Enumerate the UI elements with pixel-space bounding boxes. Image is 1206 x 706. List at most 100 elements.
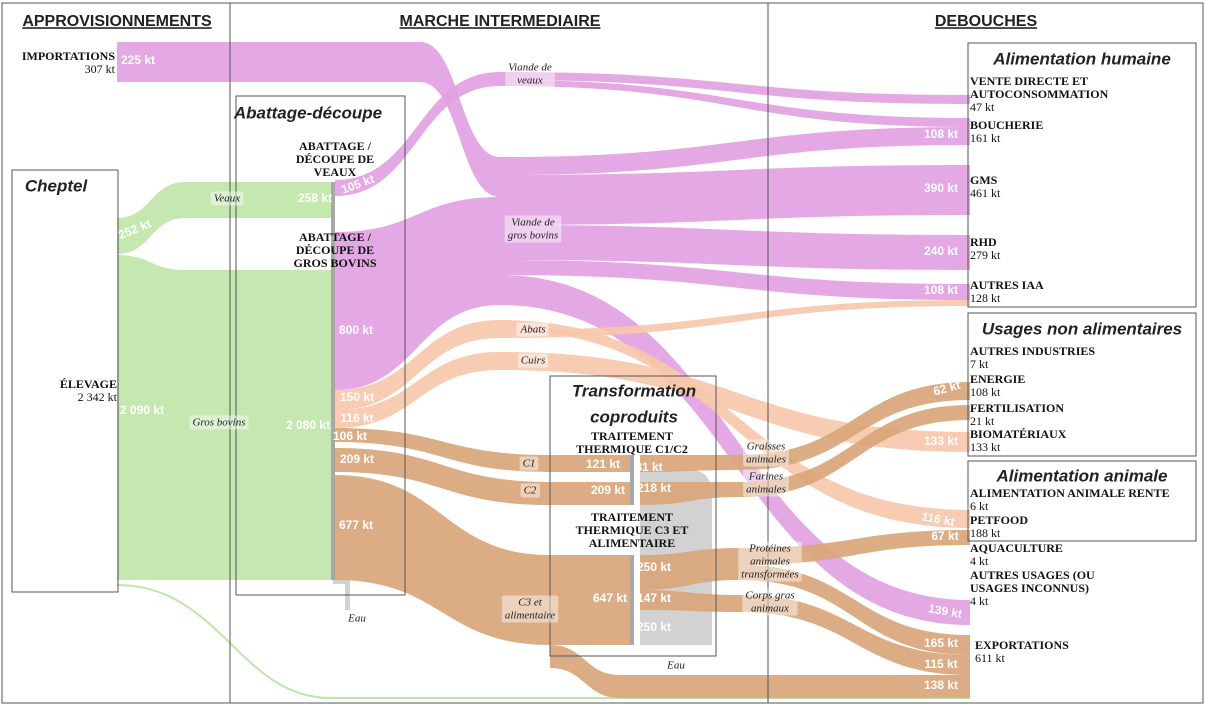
- flow-band: [740, 405, 970, 497]
- link-label-bg: [189, 415, 249, 430]
- link-text-line: animaux: [751, 603, 789, 615]
- node-label: ABATTAGE /: [299, 230, 372, 244]
- link-text-line: Eau: [666, 660, 685, 672]
- link-text-line: Eau: [347, 613, 366, 625]
- node-label: THERMIQUE C3 ET: [576, 523, 689, 537]
- flow-band: [117, 182, 185, 254]
- node-value: 4 kt: [970, 554, 989, 568]
- link-text-line: Corps gras: [745, 590, 794, 602]
- flow-band: [500, 165, 970, 225]
- flow-label: 218 kt: [637, 481, 671, 495]
- group-box: [967, 42, 1197, 308]
- link-label-bg: [501, 595, 559, 623]
- link-label-bg: [505, 60, 555, 88]
- node-label: GMS: [970, 173, 998, 187]
- flow-label: 250 kt: [637, 560, 671, 574]
- link-text-line: Farines: [748, 471, 783, 483]
- node-label: AUTOCONSOMMATION: [970, 87, 1109, 101]
- node-value: 161 kt: [970, 131, 1001, 145]
- node-label: ALIMENTATION ANIMALE RENTE: [970, 486, 1170, 500]
- node-value: 133 kt: [970, 440, 1001, 454]
- link-label-bg: [517, 353, 549, 368]
- node-bar: [331, 182, 335, 580]
- node-label: AQUACULTURE: [970, 541, 1063, 555]
- flow-band: [740, 565, 970, 655]
- link-label: Veaux: [210, 191, 244, 206]
- flow-band: [640, 548, 740, 590]
- link-label-bg: [742, 588, 798, 616]
- node-bar: [630, 455, 634, 505]
- flow-band: [740, 530, 970, 565]
- flow-band: [550, 555, 632, 645]
- node-value: 461 kt: [970, 186, 1001, 200]
- link-label-bg: [344, 611, 370, 626]
- node-label: ENERGIE: [970, 372, 1025, 386]
- node-label: PETFOOD: [970, 513, 1028, 527]
- flow-label: 139 kt: [927, 601, 963, 621]
- flow-band: [500, 300, 970, 338]
- group-title: Transformation: [572, 381, 696, 400]
- flow-label: 67 kt: [931, 529, 958, 543]
- node-label: ALIMENTAIRE: [589, 536, 675, 550]
- node-label: TRAITEMENT: [591, 429, 673, 443]
- node-value: 188 kt: [970, 526, 1001, 540]
- node-value: 2 342 kt: [78, 390, 118, 404]
- flow-band: [640, 482, 740, 505]
- flow-label: 800 kt: [339, 323, 373, 337]
- flow-label: 2 090 kt: [120, 403, 164, 417]
- flow-band: [550, 455, 632, 472]
- flow-band: [500, 80, 970, 127]
- flow-band: [500, 225, 970, 270]
- flow-band: [335, 475, 550, 645]
- flow-band: [640, 455, 740, 472]
- link-label-bg: [504, 215, 562, 243]
- group-title: Alimentation humaine: [992, 49, 1171, 68]
- flow-label: 81 kt: [635, 460, 662, 474]
- group-box: [549, 375, 717, 657]
- flow-band: [335, 72, 500, 196]
- trace-line: [116, 584, 970, 699]
- flow-label: 108 kt: [924, 127, 958, 141]
- node-value: 21 kt: [970, 414, 995, 428]
- link-text-line: animales: [746, 484, 786, 496]
- flow-band: [500, 320, 970, 528]
- flow-band: [335, 352, 500, 428]
- link-label-bg: [519, 456, 539, 471]
- link-text-line: animales: [746, 454, 786, 466]
- node-value: 47 kt: [970, 100, 995, 114]
- link-text-line: C3 et: [518, 597, 542, 609]
- link-text: Cuirs: [521, 355, 545, 367]
- flow-label: 647 kt: [593, 591, 627, 605]
- flow-band: [420, 42, 500, 197]
- node-label: ÉLEVAGE: [60, 377, 117, 391]
- link-text: Abats: [519, 324, 545, 336]
- flow-label: 209 kt: [340, 452, 374, 466]
- flow-label: 121 kt: [586, 457, 620, 471]
- flow-band: [500, 275, 970, 625]
- node-value: 128 kt: [970, 291, 1001, 305]
- link-text-line: animales: [750, 556, 790, 568]
- flow-label: 94 kt: [340, 199, 370, 222]
- link-text-line: Veaux: [214, 193, 240, 205]
- column-header: APPROVISIONNEMENTS: [22, 13, 212, 30]
- flow-label: 115 kt: [924, 657, 957, 671]
- node-label: AUTRES INDUSTRIES: [970, 344, 1095, 358]
- node-label: EXPORTATIONS: [975, 638, 1069, 652]
- flow-label: 390 kt: [924, 181, 958, 195]
- flow-band: [550, 482, 632, 505]
- link-label: C1: [519, 456, 539, 471]
- flow-label: 240 kt: [924, 244, 958, 258]
